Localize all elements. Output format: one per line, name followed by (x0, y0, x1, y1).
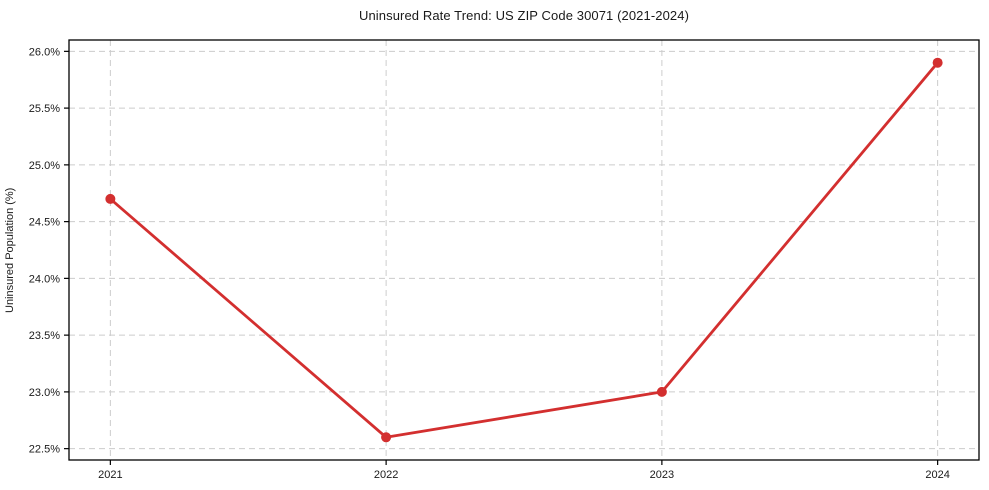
plot-border (68, 39, 980, 461)
x-tick-label: 2021 (98, 469, 122, 481)
x-tick-label: 2024 (925, 469, 949, 481)
chart-title: Uninsured Rate Trend: US ZIP Code 30071 … (358, 8, 690, 23)
x-tick-label: 2022 (374, 469, 398, 481)
data-point-marker (656, 386, 667, 397)
y-tick-label: 26.0% (29, 46, 60, 58)
data-point-marker (105, 193, 116, 204)
trend-line (108, 61, 940, 439)
y-tick-label: 22.5% (29, 444, 60, 456)
x-tick-label: 2023 (650, 469, 674, 481)
y-tick-label: 23.0% (29, 387, 60, 399)
y-tick-label: 25.0% (29, 160, 60, 172)
y-tick-label: 24.5% (29, 217, 60, 229)
y-tick-label: 24.0% (29, 273, 60, 285)
y-tick-label: 23.5% (29, 330, 60, 342)
data-point-marker (381, 432, 392, 443)
data-point-marker (932, 57, 943, 68)
y-tick-label: 25.5% (29, 103, 60, 115)
